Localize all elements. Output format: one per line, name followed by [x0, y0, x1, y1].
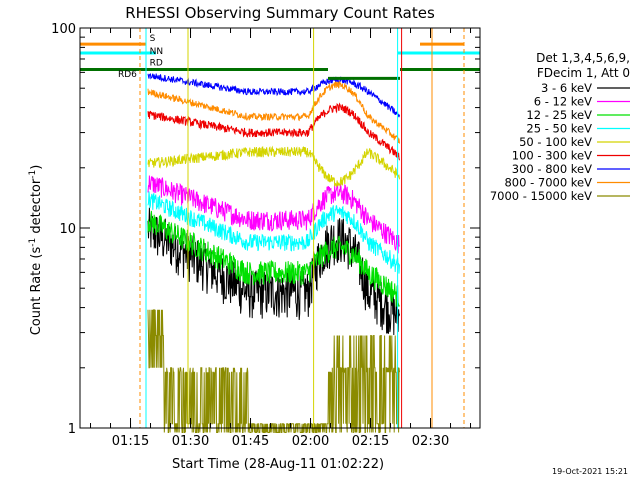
y-axis-label-sup2: -1 — [28, 170, 38, 179]
x-tick-label-1: 01:15 — [112, 434, 149, 449]
y-axis-label-tail: detector — [29, 178, 44, 238]
legend-label-5: 50 - 100 keV — [519, 135, 592, 149]
series-line-2 — [147, 175, 400, 254]
y-axis-label-sup: -1 — [28, 238, 38, 247]
series-line-7 — [147, 73, 400, 118]
legend-label-2: 6 - 12 keV — [534, 95, 592, 109]
legend-header-decimation: FDecim 1, Att 0 — [537, 66, 630, 80]
flag-label-3: RD — [150, 58, 163, 68]
x-tick-label-2: 01:30 — [172, 434, 209, 449]
y-axis-label: Count Rate (s-1 detector-1) — [28, 165, 44, 336]
series-line-8 — [147, 81, 400, 144]
legend-label-1: 3 - 6 keV — [541, 81, 592, 95]
y-axis-label-main: Count Rate (s — [29, 247, 44, 336]
y-axis-label-close: ) — [29, 165, 44, 170]
legend-label-8: 800 - 7000 keV — [504, 176, 592, 190]
legend-label-4: 25 - 50 keV — [526, 122, 592, 136]
x-tick-label-4: 02:00 — [292, 434, 329, 449]
x-tick-label-3: 01:45 — [232, 434, 269, 449]
x-axis-label: Start Time (28-Aug-11 01:02:22) — [172, 457, 384, 472]
series-line-4 — [147, 191, 400, 274]
flag-label-4: RD6 — [118, 70, 137, 80]
legend-header-detectors: Det 1,3,4,5,6,9, — [536, 51, 630, 65]
series-line-5 — [147, 145, 400, 188]
flag-label-2: NN — [150, 47, 163, 57]
legend-label-6: 100 - 300 keV — [512, 149, 592, 163]
y-tick-label-2: 10 — [59, 222, 76, 237]
x-tick-label-6: 02:30 — [412, 434, 449, 449]
legend-label-9: 7000 - 15000 keV — [490, 189, 592, 203]
chart-title: RHESSI Observing Summary Count Rates — [125, 4, 435, 22]
series-line-9 — [147, 309, 400, 433]
y-tick-label-1: 100 — [51, 22, 76, 37]
series-line-6 — [147, 102, 400, 161]
series-line-3 — [147, 210, 400, 307]
timestamp: 19-Oct-2021 15:21 — [552, 467, 628, 476]
legend-label-3: 12 - 25 keV — [526, 108, 592, 122]
y-tick-label-3: 1 — [68, 422, 76, 437]
legend: Det 1,3,4,5,6,9, FDecim 1, Att 0 3 - 6 k… — [490, 51, 630, 203]
axes: 100 10 1 01:15 01:30 01:45 02:00 02:15 02:30 — [51, 22, 481, 449]
legend-label-7: 300 - 800 keV — [512, 162, 592, 176]
flag-label-1: S — [150, 34, 156, 44]
x-tick-label-5: 02:15 — [352, 434, 389, 449]
